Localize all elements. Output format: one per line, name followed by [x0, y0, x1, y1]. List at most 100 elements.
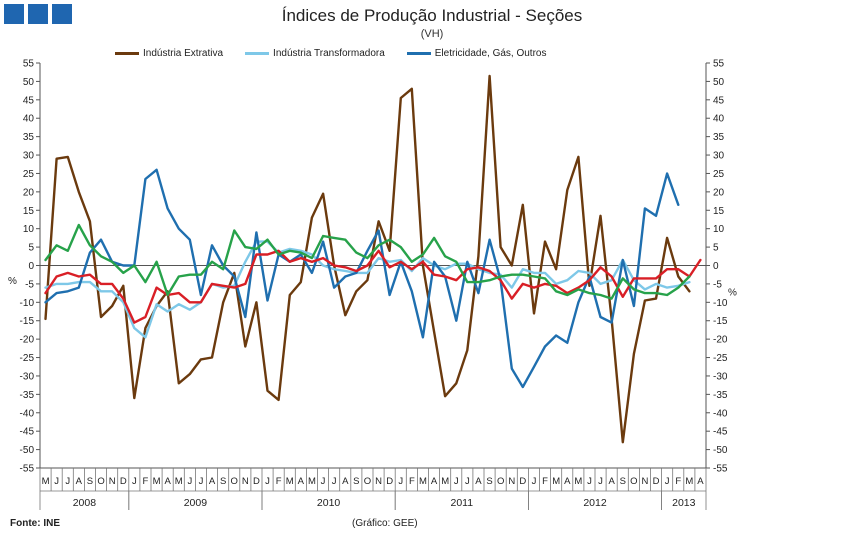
month-label: J [321, 476, 326, 487]
month-label: J [199, 476, 204, 487]
y-tick-label-right: 30 [713, 151, 725, 162]
y-tick-label-left: 20 [23, 187, 35, 198]
y-tick-label-right: 0 [713, 261, 719, 272]
month-label: J [265, 476, 270, 487]
logo-square-icon [52, 4, 72, 24]
month-label: O [497, 476, 504, 487]
legend-swatch [406, 52, 431, 55]
y-tick-label-left: -55 [20, 464, 35, 475]
month-label: F [276, 476, 282, 487]
y-tick-label-right: 10 [713, 224, 725, 235]
y-tick-label-left: 0 [28, 261, 34, 272]
series-line-total [44, 249, 702, 324]
month-label: N [375, 476, 382, 487]
y-tick-label-right: 45 [713, 95, 725, 106]
month-label: F [143, 476, 149, 487]
chart-title: Índices de Produção Industrial - Seções [281, 6, 583, 25]
month-label: M [308, 476, 316, 487]
month-label: O [231, 476, 238, 487]
month-label: O [97, 476, 104, 487]
month-label: S [220, 476, 226, 487]
month-label: A [564, 476, 571, 487]
legend-label: Indústria Extrativa [143, 48, 224, 59]
month-label: J [332, 476, 337, 487]
legend-entry-extrativa: Indústria Extrativa [115, 48, 223, 59]
y-tick-label-right: 5 [713, 243, 719, 254]
y-tick-label-left: 45 [23, 95, 35, 106]
y-tick-label-right: -35 [713, 390, 728, 401]
month-label: J [532, 476, 537, 487]
month-label: A [431, 476, 438, 487]
y-tick-label-right: -20 [713, 335, 728, 346]
month-label: S [620, 476, 626, 487]
month-label: F [675, 476, 681, 487]
y-tick-label-left: -15 [20, 316, 35, 327]
legend-entry-transformadora: Indústria Transformadora [245, 48, 385, 59]
y-tick-label-right: -25 [713, 353, 728, 364]
month-label: J [598, 476, 603, 487]
month-label: N [642, 476, 649, 487]
y-tick-label-left: -20 [20, 335, 35, 346]
y-tick-label-left: 5 [28, 243, 34, 254]
y-tick-label-right: 35 [713, 132, 725, 143]
logo-square-icon [4, 4, 24, 24]
month-label: O [364, 476, 371, 487]
month-label: A [76, 476, 83, 487]
year-label: 2010 [317, 497, 341, 509]
y-axis-label-left: % [8, 276, 17, 287]
month-label: A [298, 476, 305, 487]
month-label: M [175, 476, 183, 487]
y-tick-label-right: 20 [713, 187, 725, 198]
y-tick-label-right: 25 [713, 169, 725, 180]
month-label: A [608, 476, 615, 487]
y-tick-label-left: -50 [20, 445, 35, 456]
y-tick-label-left: -45 [20, 427, 35, 438]
year-label: 2012 [583, 497, 607, 509]
y-tick-label-right: -10 [713, 298, 728, 309]
y-tick-label-left: -30 [20, 371, 35, 382]
month-label: F [409, 476, 415, 487]
month-label: J [132, 476, 137, 487]
month-label: S [353, 476, 359, 487]
year-label: 2008 [73, 497, 97, 509]
y-tick-label-left: 25 [23, 169, 35, 180]
month-label: D [120, 476, 127, 487]
month-label: D [653, 476, 660, 487]
year-label: 2009 [184, 497, 208, 509]
month-label: A [475, 476, 482, 487]
y-tick-label-left: 15 [23, 206, 35, 217]
y-axis-label-right: % [728, 287, 737, 298]
month-label: M [419, 476, 427, 487]
y-tick-label-right: -30 [713, 371, 728, 382]
ine-logo [4, 4, 72, 24]
month-label: J [187, 476, 192, 487]
y-tick-label-right: -40 [713, 408, 728, 419]
month-label: F [542, 476, 548, 487]
legend-label: Eletricidade, Gás, Outros [434, 48, 547, 59]
month-label: S [486, 476, 492, 487]
y-tick-label-left: -10 [20, 298, 35, 309]
month-label: N [109, 476, 116, 487]
series-line-eletricidade-g-s-outros [44, 168, 680, 389]
month-label: J [665, 476, 670, 487]
month-label: M [286, 476, 294, 487]
y-tick-label-left: 30 [23, 151, 35, 162]
credit-note: (Gráfico: GEE) [352, 518, 418, 529]
year-label: 2011 [451, 497, 474, 509]
month-label: D [386, 476, 393, 487]
y-tick-label-left: 10 [23, 224, 35, 235]
y-tick-label-right: 55 [713, 59, 725, 70]
month-label: A [342, 476, 349, 487]
y-tick-label-left: -5 [25, 279, 34, 290]
y-tick-label-left: 55 [23, 59, 35, 70]
chart-legend: Indústria Extrativa Indústria Transforma… [115, 48, 546, 59]
month-label: M [685, 476, 693, 487]
month-label: A [164, 476, 171, 487]
y-tick-label-right: 50 [713, 77, 725, 88]
month-label: J [65, 476, 70, 487]
source-note: Fonte: INE [10, 518, 60, 529]
month-label: J [465, 476, 470, 487]
month-label: D [519, 476, 526, 487]
series-line-total-extra [44, 223, 691, 300]
